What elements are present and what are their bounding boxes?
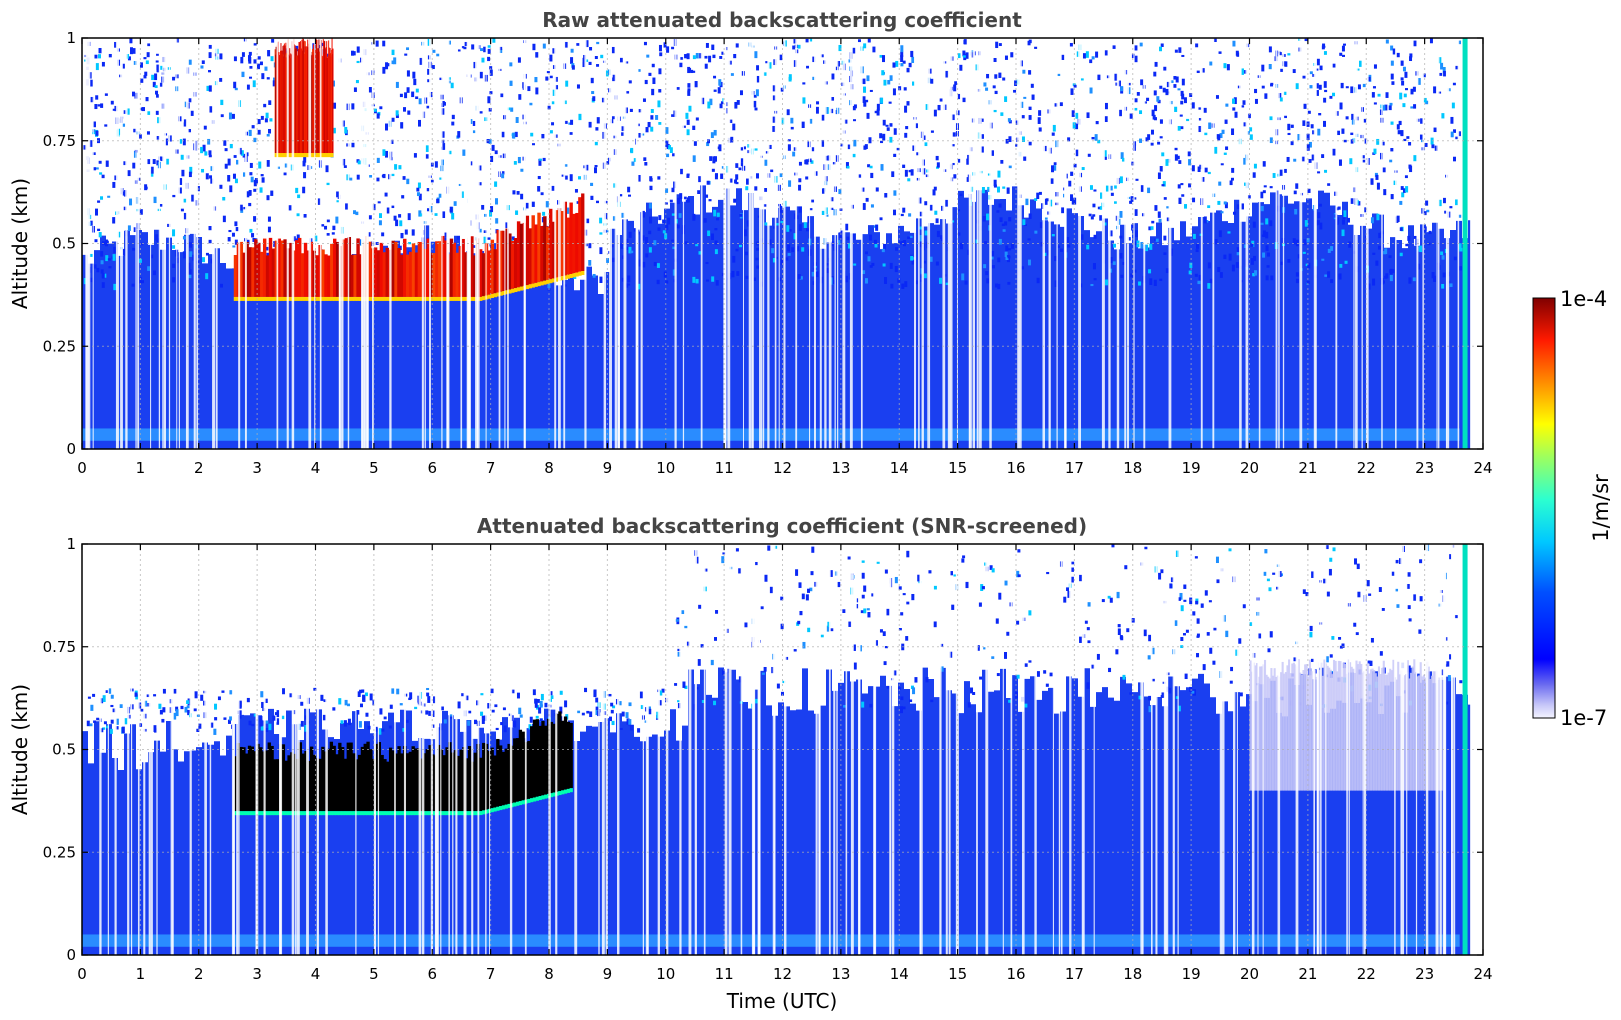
x-tick-label: 3 bbox=[252, 965, 262, 983]
x-tick-label: 20 bbox=[1240, 965, 1259, 983]
plot-area bbox=[82, 38, 1483, 449]
x-tick-label: 1 bbox=[136, 965, 146, 983]
x-tick-label: 12 bbox=[773, 965, 792, 983]
x-tick-label: 16 bbox=[1006, 459, 1025, 477]
x-tick-label: 3 bbox=[252, 459, 262, 477]
x-tick-label: 18 bbox=[1123, 965, 1142, 983]
x-tick-label: 0 bbox=[77, 965, 87, 983]
x-tick-label: 5 bbox=[369, 965, 379, 983]
x-tick-label: 24 bbox=[1473, 459, 1492, 477]
y-tick-label: 1 bbox=[66, 535, 76, 553]
x-tick-label: 11 bbox=[715, 459, 734, 477]
y-tick-label: 0.5 bbox=[52, 741, 76, 759]
x-tick-label: 10 bbox=[656, 459, 675, 477]
feature-cloud-layer bbox=[233, 193, 585, 301]
x-tick-label: 9 bbox=[603, 459, 613, 477]
surface-band bbox=[82, 934, 1460, 947]
x-axis-label: Time (UTC) bbox=[726, 989, 838, 1013]
feature-cloud-plume bbox=[274, 38, 334, 158]
x-axis: 0 1 2 3 4 5 6 7 8 9 10 11 12 13 14 15 16 17 18 19 20 21 22 23 24 bbox=[77, 544, 1493, 983]
x-tick-label: 7 bbox=[486, 459, 496, 477]
x-tick-label: 2 bbox=[194, 965, 204, 983]
x-tick-label: 6 bbox=[427, 459, 437, 477]
x-tick-label: 21 bbox=[1298, 965, 1317, 983]
x-tick-label: 8 bbox=[544, 965, 554, 983]
panel-raw: Raw attenuated backscattering coefficien… bbox=[8, 8, 1493, 477]
colorbar-max-label: 1e-4 bbox=[1560, 287, 1607, 311]
surface-band bbox=[82, 428, 1460, 441]
y-tick-label: 0.25 bbox=[43, 843, 76, 861]
x-tick-label: 4 bbox=[311, 965, 321, 983]
y-tick-label: 1 bbox=[66, 29, 76, 47]
colorbar-gradient bbox=[1532, 297, 1556, 719]
x-tick-label: 2 bbox=[194, 459, 204, 477]
x-tick-label: 17 bbox=[1065, 965, 1084, 983]
grid bbox=[82, 38, 1483, 449]
y-axis: 0 0.25 0.5 0.75 1 bbox=[43, 29, 1483, 458]
y-tick-label: 0.75 bbox=[43, 638, 76, 656]
x-tick-label: 9 bbox=[603, 965, 613, 983]
panel-screened: Attenuated backscattering coefficient (S… bbox=[8, 514, 1493, 1013]
x-tick-label: 14 bbox=[890, 459, 909, 477]
x-tick-label: 4 bbox=[311, 459, 321, 477]
x-tick-label: 13 bbox=[831, 459, 850, 477]
x-tick-label: 11 bbox=[715, 965, 734, 983]
y-tick-label: 0 bbox=[66, 946, 76, 964]
x-tick-label: 19 bbox=[1182, 965, 1201, 983]
x-tick-label: 23 bbox=[1415, 459, 1434, 477]
panel-title: Raw attenuated backscattering coefficien… bbox=[542, 8, 1022, 32]
y-tick-label: 0.75 bbox=[43, 132, 76, 150]
grid bbox=[82, 544, 1483, 955]
x-tick-label: 20 bbox=[1240, 459, 1259, 477]
colorbar: 1e-4 1e-7 1/m/sr bbox=[1532, 287, 1613, 730]
x-tick-label: 13 bbox=[831, 965, 850, 983]
x-axis: 0 1 2 3 4 5 6 7 8 9 10 11 12 13 14 15 16 17 18 19 20 21 22 23 24 bbox=[77, 38, 1493, 477]
x-tick-label: 10 bbox=[656, 965, 675, 983]
x-tick-label: 1 bbox=[136, 459, 146, 477]
y-axis-label: Altitude (km) bbox=[8, 178, 32, 309]
x-tick-label: 22 bbox=[1357, 459, 1376, 477]
x-tick-label: 14 bbox=[890, 965, 909, 983]
y-tick-label: 0 bbox=[66, 440, 76, 458]
x-tick-label: 15 bbox=[948, 965, 967, 983]
y-tick-label: 0.25 bbox=[43, 337, 76, 355]
y-axis-label: Altitude (km) bbox=[8, 684, 32, 815]
plot-area bbox=[82, 544, 1483, 955]
x-tick-label: 8 bbox=[544, 459, 554, 477]
x-tick-label: 0 bbox=[77, 459, 87, 477]
x-tick-label: 24 bbox=[1473, 965, 1492, 983]
x-tick-label: 21 bbox=[1298, 459, 1317, 477]
x-tick-label: 7 bbox=[486, 965, 496, 983]
x-tick-label: 22 bbox=[1357, 965, 1376, 983]
x-tick-label: 15 bbox=[948, 459, 967, 477]
x-tick-label: 23 bbox=[1415, 965, 1434, 983]
x-tick-label: 19 bbox=[1182, 459, 1201, 477]
x-tick-label: 5 bbox=[369, 459, 379, 477]
x-tick-label: 16 bbox=[1006, 965, 1025, 983]
x-tick-label: 17 bbox=[1065, 459, 1084, 477]
x-tick-label: 12 bbox=[773, 459, 792, 477]
end-column bbox=[1462, 544, 1468, 955]
colorbar-unit-label: 1/m/sr bbox=[1589, 474, 1613, 542]
y-axis: 0 0.25 0.5 0.75 1 bbox=[43, 535, 1483, 964]
colorbar-min-label: 1e-7 bbox=[1560, 706, 1607, 730]
end-column bbox=[1462, 38, 1468, 449]
panel-title: Attenuated backscattering coefficient (S… bbox=[477, 514, 1087, 538]
x-tick-label: 18 bbox=[1123, 459, 1142, 477]
x-tick-label: 6 bbox=[427, 965, 437, 983]
y-tick-label: 0.5 bbox=[52, 235, 76, 253]
